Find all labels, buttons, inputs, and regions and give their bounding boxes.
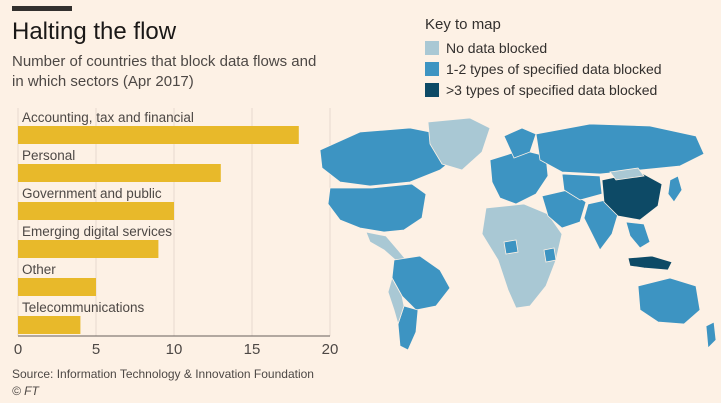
map-key-swatch <box>425 62 439 76</box>
europe-shape <box>489 149 549 205</box>
map-key-item-many: >3 types of specified data blocked <box>425 82 657 98</box>
kenya-shape <box>543 247 557 263</box>
category-label: Accounting, tax and financial <box>22 110 194 125</box>
south-america-region <box>387 255 451 351</box>
category-label: Telecommunications <box>22 300 145 315</box>
russia-shape <box>535 123 705 175</box>
x-tick-label: 15 <box>244 341 261 358</box>
map-key-label: >3 types of specified data blocked <box>446 82 658 98</box>
x-tick-label: 10 <box>166 341 183 358</box>
usa-shape <box>327 183 427 233</box>
bar <box>18 316 81 334</box>
bar <box>18 240 159 258</box>
nigeria-shape <box>503 239 519 255</box>
copyright-credit: © FT <box>12 384 39 398</box>
greenland-shape <box>427 117 491 171</box>
indonesia-shape <box>627 255 673 271</box>
north-america-region <box>319 117 491 265</box>
bar <box>18 126 299 144</box>
category-label: Emerging digital services <box>22 224 172 239</box>
map-key-label: No data blocked <box>446 40 548 56</box>
map-key-item-none: No data blocked <box>425 40 547 56</box>
canada-shape <box>319 127 461 187</box>
category-label: Other <box>22 262 56 277</box>
chart-title: Halting the flow <box>12 18 177 45</box>
southeast-asia-shape <box>625 221 651 249</box>
top-rule <box>12 6 72 11</box>
bar <box>18 202 174 220</box>
oceania-region <box>637 277 717 349</box>
map-key-swatch <box>425 83 439 97</box>
x-tick-label: 5 <box>92 341 100 358</box>
x-tick-label: 20 <box>322 341 339 358</box>
map-key-swatch <box>425 41 439 55</box>
scandinavia-shape <box>503 127 537 159</box>
europe-region <box>489 127 549 205</box>
category-label: Personal <box>22 148 75 163</box>
source-note: Source: Information Technology & Innovat… <box>12 367 314 381</box>
asia-region <box>535 123 705 271</box>
map-key-title: Key to map <box>425 16 501 33</box>
category-label: Government and public <box>22 186 162 201</box>
x-tick-label: 0 <box>14 341 22 358</box>
new-zealand-shape <box>705 321 717 349</box>
china-shape <box>601 171 663 221</box>
mongolia-shape <box>609 167 645 181</box>
south-america-west-shape <box>387 276 405 326</box>
bar <box>18 164 221 182</box>
map-key-item-some: 1-2 types of specified data blocked <box>425 61 662 77</box>
japan-shape <box>667 175 683 203</box>
africa-region <box>481 203 563 309</box>
central-asia-shape <box>561 173 603 201</box>
bar-chart: 0 5 10 15 20 Accounting, tax and financial Per… <box>14 108 339 358</box>
africa-shape <box>481 203 563 309</box>
bar <box>18 278 96 296</box>
chart-subtitle: Number of countries that block data flow… <box>12 53 317 90</box>
world-map <box>319 117 717 351</box>
australia-shape <box>637 277 701 325</box>
map-key-label: 1-2 types of specified data blocked <box>446 61 662 77</box>
